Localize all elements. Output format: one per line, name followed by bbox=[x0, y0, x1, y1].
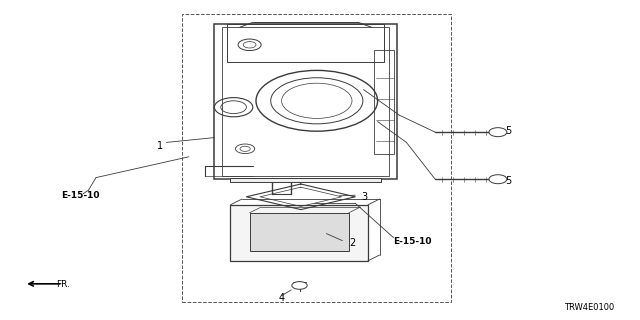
Text: 5: 5 bbox=[506, 126, 512, 136]
Text: 3: 3 bbox=[362, 192, 368, 202]
Text: TRW4E0100: TRW4E0100 bbox=[564, 303, 614, 312]
Circle shape bbox=[489, 175, 507, 184]
Bar bbox=[227, 24, 384, 62]
Text: E-15-10: E-15-10 bbox=[61, 191, 99, 200]
Circle shape bbox=[489, 128, 507, 137]
Bar bbox=[374, 50, 394, 154]
Bar bbox=[214, 24, 397, 179]
Text: 1: 1 bbox=[157, 140, 163, 151]
Circle shape bbox=[292, 282, 307, 289]
Bar bbox=[182, 14, 451, 302]
Text: FR.: FR. bbox=[56, 280, 70, 289]
Text: 5: 5 bbox=[506, 176, 512, 186]
Text: 4: 4 bbox=[278, 292, 285, 303]
Text: E-15-10: E-15-10 bbox=[394, 237, 432, 246]
Bar bbox=[250, 213, 349, 251]
Bar bbox=[230, 205, 368, 261]
Bar bbox=[230, 178, 381, 182]
Bar bbox=[222, 27, 389, 176]
Text: 2: 2 bbox=[349, 238, 355, 248]
